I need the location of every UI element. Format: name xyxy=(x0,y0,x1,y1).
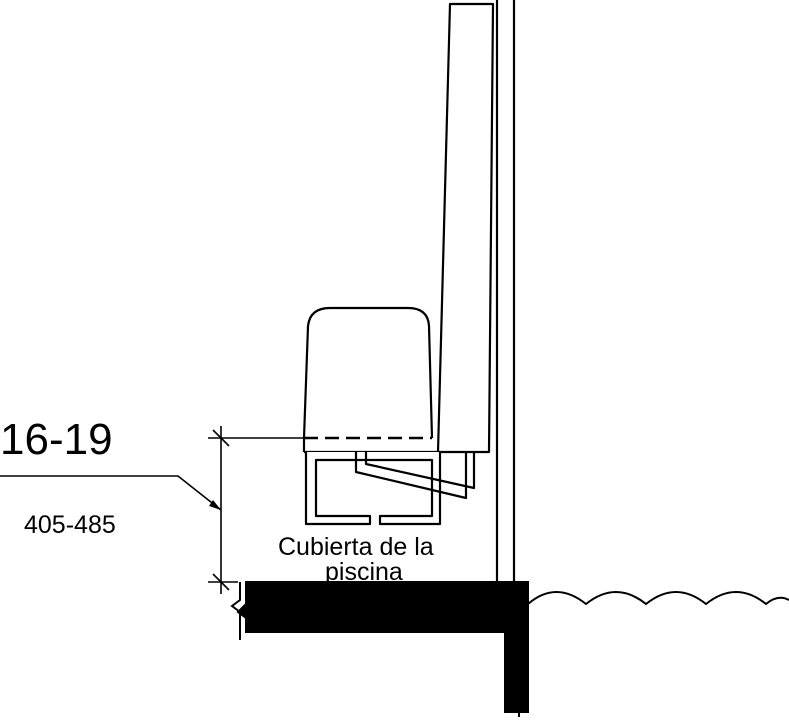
pool-deck-label-line2: piscina xyxy=(325,558,403,586)
lift-mast xyxy=(495,0,516,582)
seat-channel-bracket xyxy=(304,452,442,526)
deck-break-lines xyxy=(230,582,520,717)
dimension-millimeters-label: 405-485 xyxy=(24,511,116,539)
leader-arrow-head xyxy=(209,500,221,510)
water-surface-waves xyxy=(527,591,789,606)
pool-deck-slab xyxy=(236,581,529,713)
seat-support-arm xyxy=(354,452,468,500)
seat-cushion xyxy=(302,306,434,439)
pool-deck-label-line1: Cubierta de la xyxy=(278,533,434,561)
seat-backrest xyxy=(436,2,495,454)
dimension-inches-label: 16-19 xyxy=(0,415,113,464)
seat-support-arm-inner xyxy=(364,452,476,490)
